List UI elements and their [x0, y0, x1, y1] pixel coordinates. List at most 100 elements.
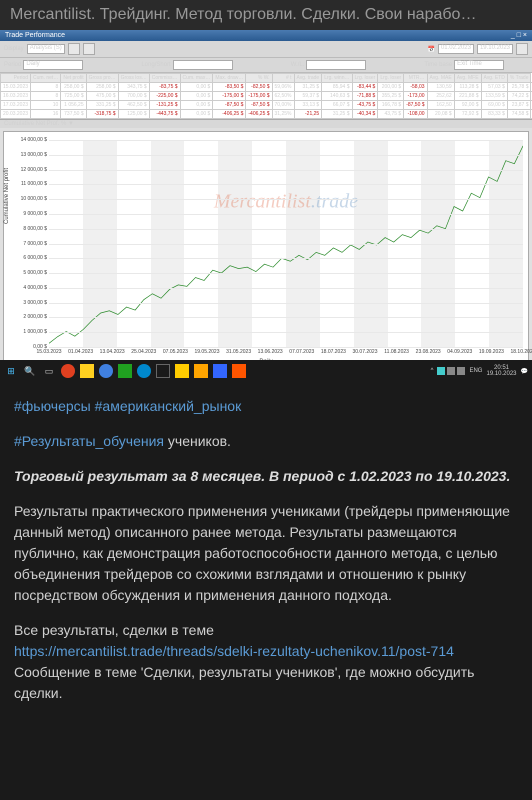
app-icon-7[interactable] — [175, 364, 189, 378]
table-header: Cum. net… — [31, 74, 61, 83]
table-cell: 355,25 $ — [378, 92, 404, 101]
x-tick-label: 18.07.2023 — [321, 347, 346, 355]
x-tick-label: 15.03.2023 — [36, 347, 61, 355]
tray-icons — [437, 367, 465, 375]
table-cell: -443,75 $ — [149, 110, 180, 119]
table-cell: -406,25 $ — [213, 110, 246, 119]
taskbar-lang[interactable]: ENG — [469, 368, 482, 374]
timebase-select[interactable]: Exit Time — [454, 60, 504, 70]
y-tick-label: 3 000,00 $ — [23, 300, 49, 306]
table-header: % W. — [246, 74, 272, 83]
table-cell: -82,50 $ — [246, 83, 272, 92]
post-headline: Торговый результат за 8 месяцев. В перио… — [14, 466, 518, 487]
x-tick-label: 13.04.2023 — [100, 347, 125, 355]
post-link[interactable]: https://mercantilist.trade/threads/sdelk… — [14, 643, 454, 659]
window-controls[interactable]: _ □ × — [511, 32, 527, 39]
table-cell: 130,59 — [427, 83, 454, 92]
y-axis-title: Cumulative Net profit — [4, 167, 10, 223]
x-tick-label: 07.07.2023 — [289, 347, 314, 355]
start-icon[interactable]: ⊞ — [4, 364, 18, 378]
table-cell: 113,28 $ — [454, 83, 481, 92]
display-select[interactable]: Analysis (S) — [27, 44, 65, 54]
table-header: Avg. ETD — [481, 74, 507, 83]
toolbar-btn-3[interactable] — [516, 43, 528, 55]
app-icon-10[interactable] — [232, 364, 246, 378]
table-row[interactable]: 20.03.202316737,50 $-318,75 $125,00 $-44… — [1, 110, 532, 119]
x-tick-label: 13.06.2023 — [258, 347, 283, 355]
date-to-input[interactable]: 19.10.2023 — [477, 44, 513, 54]
table-cell: 0,00 $ — [180, 110, 213, 119]
table-cell: 0,00 $ — [180, 92, 213, 101]
x-tick-label: 30.07.2023 — [352, 347, 377, 355]
taskview-icon[interactable]: ▭ — [42, 364, 56, 378]
x-tick-label: 07.05.2023 — [163, 347, 188, 355]
table-cell: 462,50 $ — [118, 101, 149, 110]
longshort-label: Long/Short — [141, 62, 170, 68]
table-cell: -40,34 $ — [352, 110, 378, 119]
table-cell: -58,03 — [404, 83, 427, 92]
y-tick-label: 12 000,00 $ — [21, 167, 49, 173]
app-icon-4[interactable] — [118, 364, 132, 378]
y-tick-label: 1 000,00 $ — [23, 329, 49, 335]
hashtag-results[interactable]: #Результаты_обучения — [14, 433, 164, 449]
table-cell: 16.03.2023 — [1, 92, 31, 101]
table-row[interactable]: 16.03.20238725,00 $475,00 $700,00 $-225,… — [1, 92, 532, 101]
table-cell: 331,25 $ — [86, 101, 118, 110]
app-icon-8[interactable] — [194, 364, 208, 378]
tray-chevron[interactable]: ^ — [431, 368, 434, 374]
table-cell: -108,00 — [404, 110, 427, 119]
table-cell: 72,92 $ — [454, 110, 481, 119]
longshort-select[interactable] — [173, 60, 233, 70]
app-icon-3[interactable] — [99, 364, 113, 378]
display-toolbar: Display Analysis (S) 📅 01.02.2023 19.10.… — [0, 41, 532, 58]
y-tick-label: 13 000,00 $ — [21, 152, 49, 158]
table-cell: 343,75 $ — [118, 83, 149, 92]
table-cell: 62,50% — [272, 92, 294, 101]
app-icon-2[interactable] — [80, 364, 94, 378]
table-cell: 125,00 $ — [118, 110, 149, 119]
date-from-input[interactable]: 01.02.2023 — [438, 44, 474, 54]
hashtag-futures[interactable]: #фьючерсы — [14, 398, 91, 414]
trade-performance-window: Trade Performance _ □ × Display Analysis… — [0, 30, 532, 382]
chart-watermark: Mercantilist.trade — [214, 191, 358, 214]
table-row[interactable]: 17.03.2023101 056,25331,25 $462,50 $-131… — [1, 101, 532, 110]
x-tick-label: 25.04.2023 — [131, 347, 156, 355]
table-header: Cum. max… — [180, 74, 213, 83]
table-cell: 59,37 $ — [294, 92, 322, 101]
search-icon[interactable]: 🔍 — [23, 364, 37, 378]
table-cell: -83,75 $ — [149, 83, 180, 92]
table-cell: 475,00 $ — [86, 92, 118, 101]
x-tick-label: 23.08.2023 — [416, 347, 441, 355]
toolbar-btn-1[interactable] — [68, 43, 80, 55]
table-header: Avg. MFE — [454, 74, 481, 83]
table-cell: 20,08 $ — [427, 110, 454, 119]
table-cell: 700,00 $ — [118, 92, 149, 101]
notification-icon[interactable]: 💬 — [521, 368, 528, 375]
app-icon-1[interactable] — [61, 364, 75, 378]
calendar-icon: 📅 — [427, 46, 434, 53]
period-label: Period — [4, 62, 21, 68]
period-select[interactable]: Daily — [23, 60, 83, 70]
winloss-select[interactable] — [306, 60, 366, 70]
table-cell: 8 — [31, 92, 61, 101]
table-cell: 83,33 $ — [481, 110, 507, 119]
app-icon-9[interactable] — [213, 364, 227, 378]
table-header: Max. draw… — [213, 74, 246, 83]
table-header: % Trade — [507, 74, 531, 83]
toolbar-btn-2[interactable] — [83, 43, 95, 55]
y-tick-label: 6 000,00 $ — [23, 255, 49, 261]
post-para-2-tail: Сообщение в теме 'Сделки, результаты уче… — [14, 664, 474, 701]
x-tick-label: 19.09.2023 — [479, 347, 504, 355]
table-cell: 69,00 $ — [481, 101, 507, 110]
app-icon-5[interactable] — [137, 364, 151, 378]
x-tick-label: 01.04.2023 — [68, 347, 93, 355]
table-cell: -173,00 — [404, 92, 427, 101]
table-cell: 15.03.2023 — [1, 83, 31, 92]
hashtag-us-market[interactable]: #американский_рынок — [95, 398, 242, 414]
post-para-1: Результаты практического применения учен… — [14, 501, 518, 606]
table-row[interactable]: 15.03.20238258,00 $258,00 $343,75 $-83,7… — [1, 83, 532, 92]
table-cell: 0,00 $ — [180, 101, 213, 110]
table-cell: -87,50 $ — [213, 101, 246, 110]
window-title-text: Trade Performance — [5, 32, 65, 39]
app-icon-6[interactable] — [156, 364, 170, 378]
